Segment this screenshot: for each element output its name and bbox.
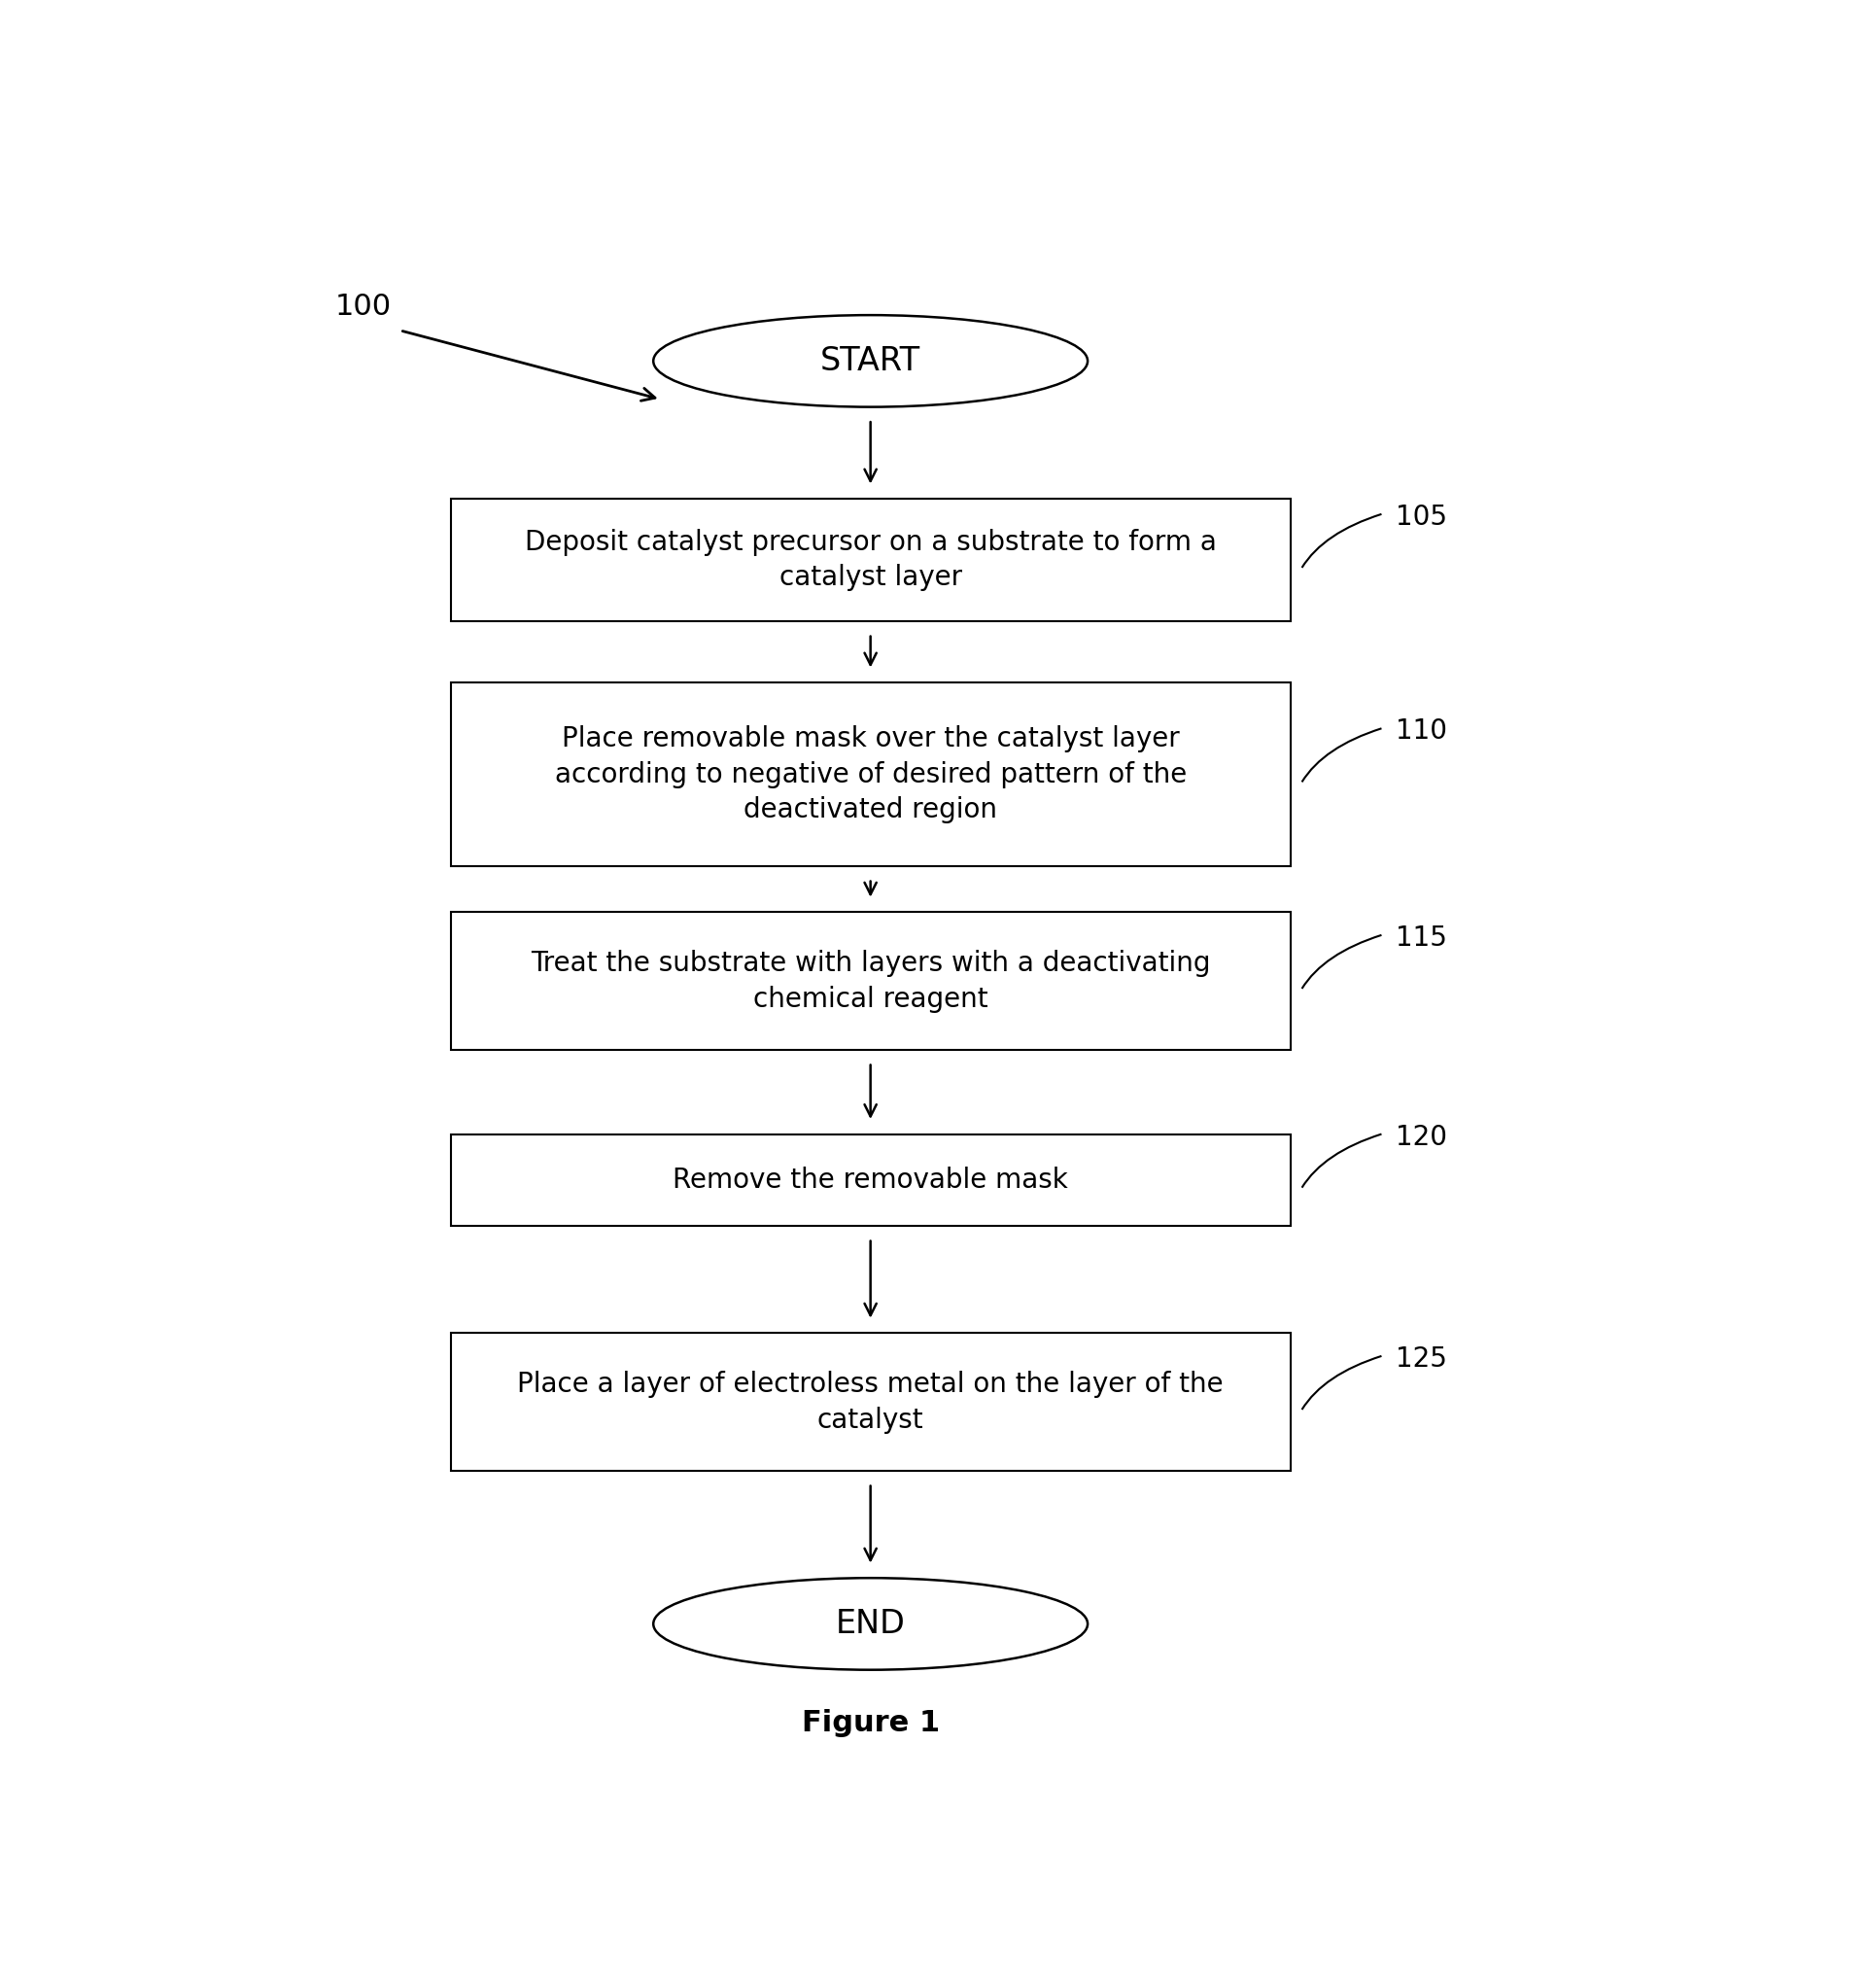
Bar <box>450 1133 1291 1227</box>
Text: 100: 100 <box>334 292 390 320</box>
Text: 125: 125 <box>1395 1346 1448 1372</box>
Text: Place removable mask over the catalyst layer
according to negative of desired pa: Place removable mask over the catalyst l… <box>555 726 1186 823</box>
Text: START: START <box>820 346 921 378</box>
Ellipse shape <box>654 1578 1087 1670</box>
Bar <box>450 499 1291 622</box>
Text: END: END <box>835 1608 906 1640</box>
Text: Place a layer of electroless metal on the layer of the
catalyst: Place a layer of electroless metal on th… <box>517 1370 1224 1433</box>
Text: 105: 105 <box>1395 503 1448 531</box>
Text: Figure 1: Figure 1 <box>801 1710 940 1738</box>
Text: 110: 110 <box>1395 718 1448 746</box>
Bar <box>450 682 1291 867</box>
Text: Treat the substrate with layers with a deactivating
chemical reagent: Treat the substrate with layers with a d… <box>531 950 1210 1012</box>
Text: 120: 120 <box>1395 1123 1448 1151</box>
Bar <box>450 912 1291 1050</box>
Text: Remove the removable mask: Remove the removable mask <box>672 1167 1068 1193</box>
Ellipse shape <box>654 316 1087 408</box>
Text: Deposit catalyst precursor on a substrate to form a
catalyst layer: Deposit catalyst precursor on a substrat… <box>525 529 1216 592</box>
Bar <box>450 1334 1291 1471</box>
Text: 115: 115 <box>1395 924 1448 952</box>
